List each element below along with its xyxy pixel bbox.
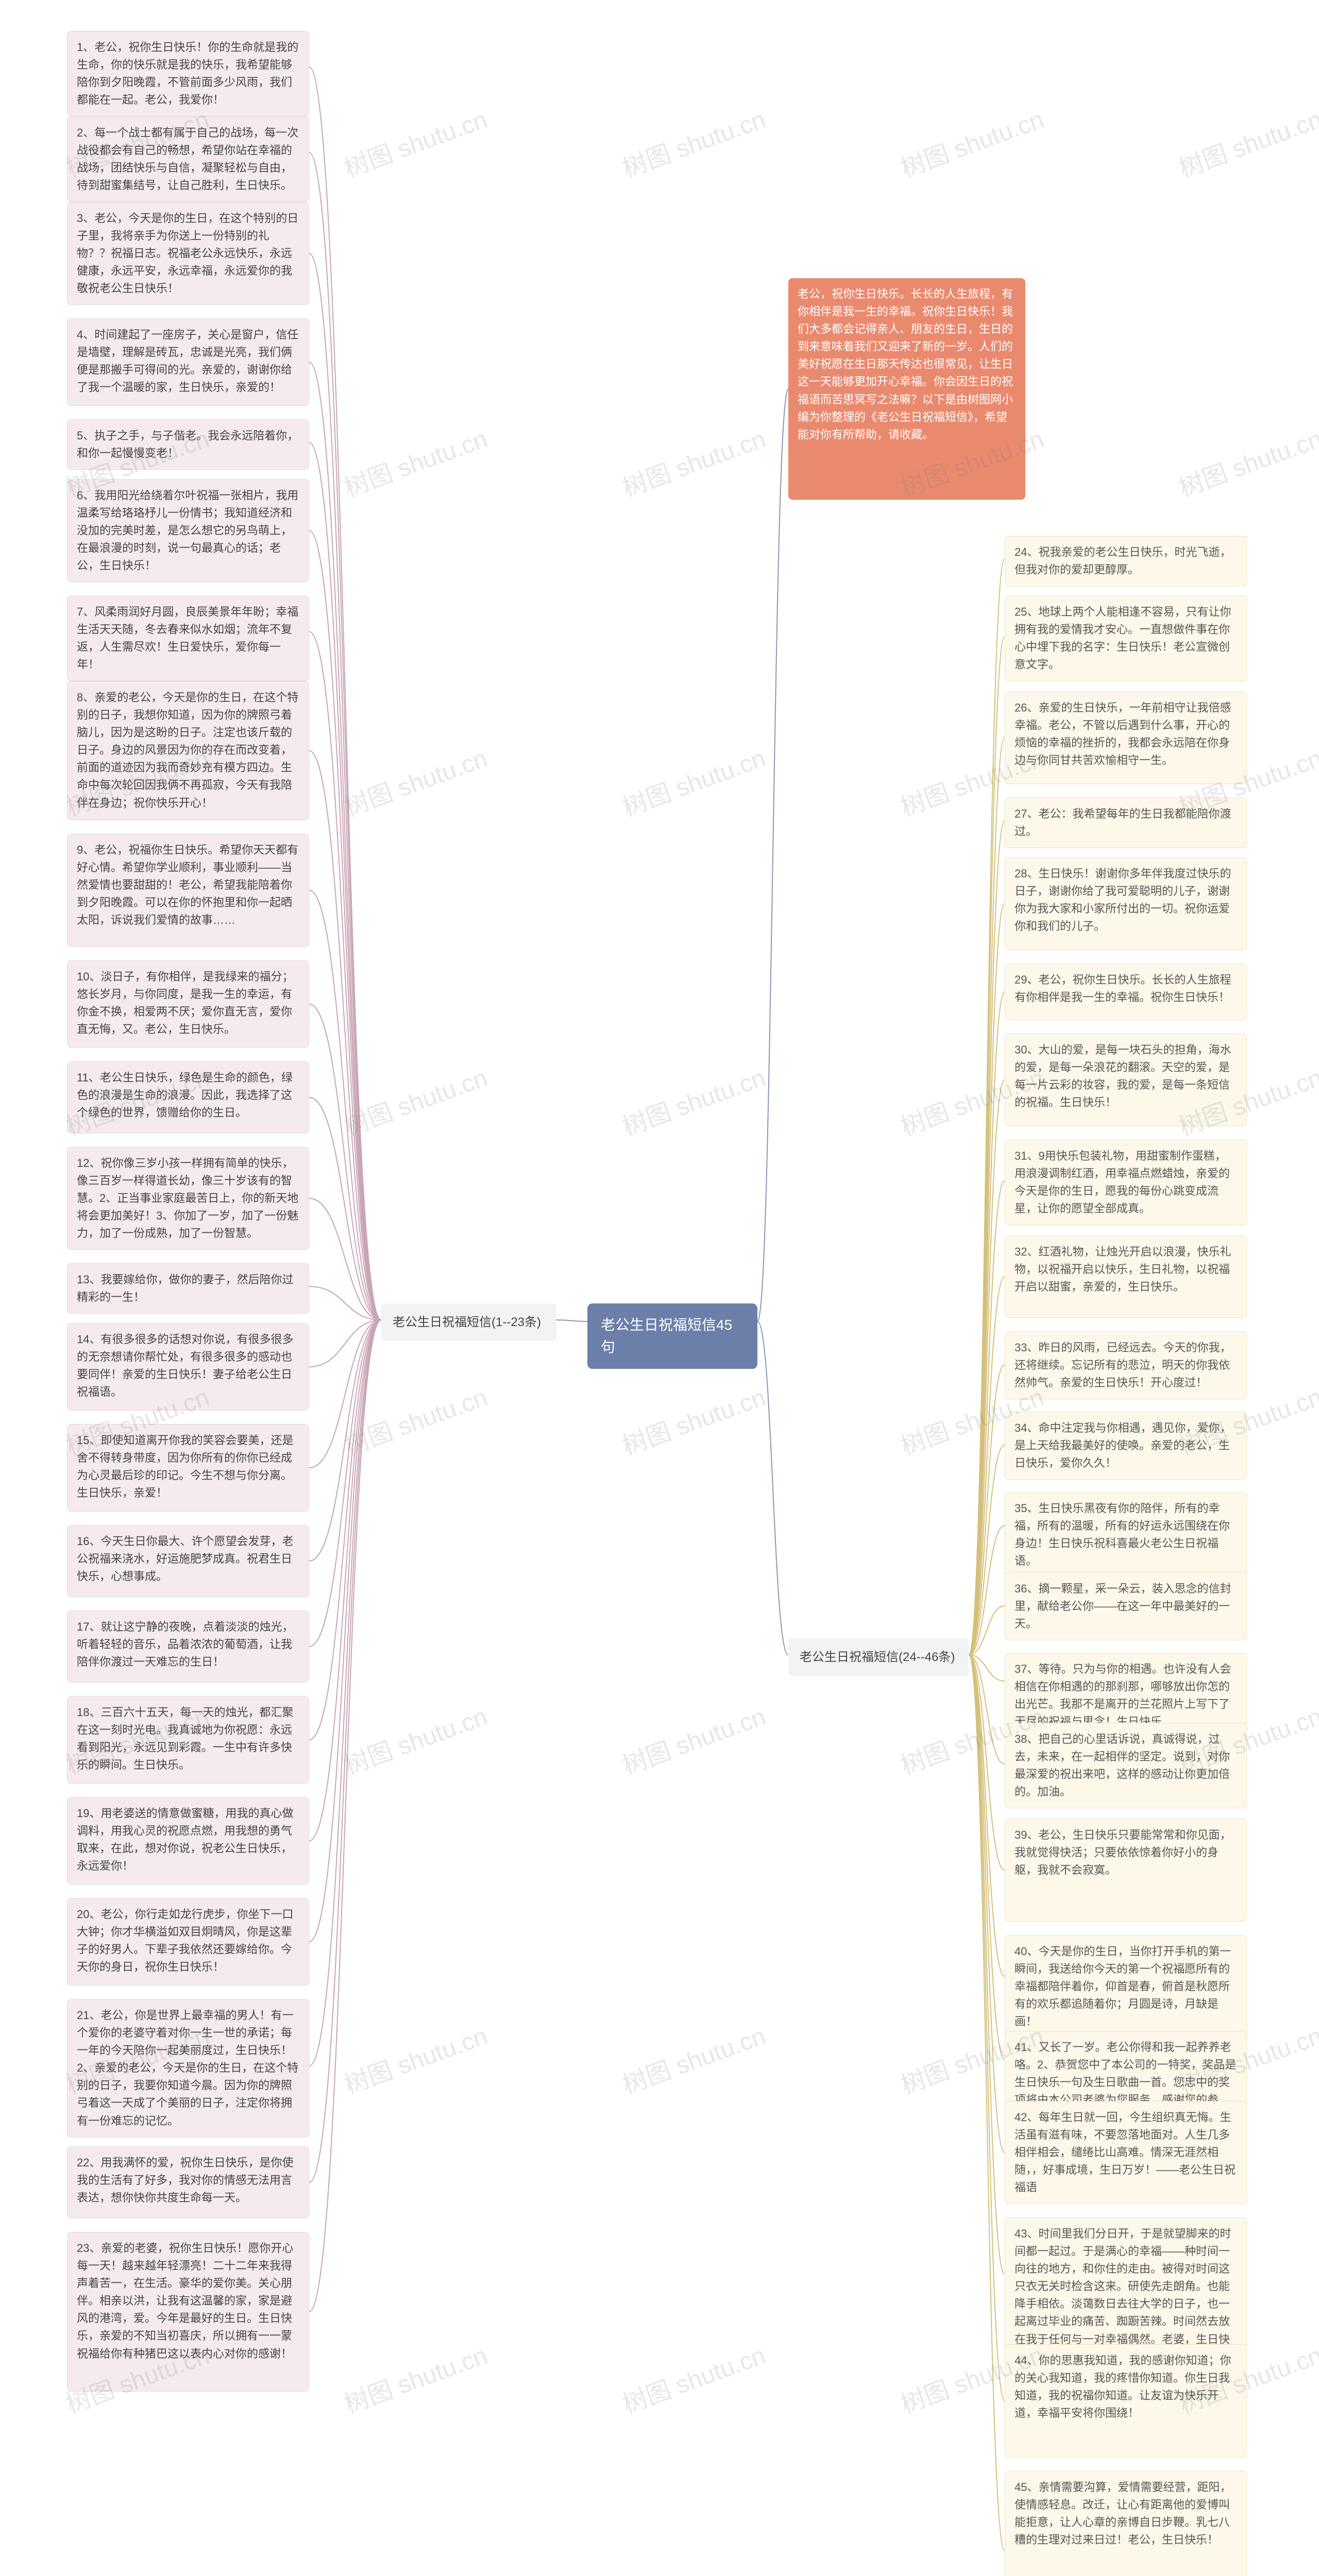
left-item-21: 21、老公，你是世界上最幸福的男人！有一个爱你的老婆守着对你一生一世的承诺；每一… (67, 1999, 309, 2138)
right-item-30: 30、大山的爱，是每一块石头的担角，海水的爱，是每一朵浪花的翻滚。天空的爱，是每… (1005, 1033, 1247, 1126)
left-item-18: 18、三百六十五天，每一天的烛光，都汇聚在这一刻时光电。我真诚地为你祝愿：永远看… (67, 1696, 309, 1784)
left-item-4: 4、时间建起了一座房子，关心是窗户，信任是墙壁，理解是砖瓦，忠诚是光亮，我们俩便… (67, 318, 309, 406)
left-item-15: 15、即使知道离开你我的笑容会要美，还是舍不得转身带度，因为你所有的你你已经成为… (67, 1424, 309, 1512)
left-item-2: 2、每一个战士都有属于自己的战场，每一次战役都会有自己的畅想，希望你站在幸福的战… (67, 116, 309, 202)
right-item-24: 24、祝我亲爱的老公生日快乐，时光飞逝，但我对你的爱却更醇厚。 (1005, 536, 1247, 586)
right-item-32: 32、红酒礼物，让烛光开启以浪漫，快乐礼物，以祝福开启以快乐，生日礼物，以祝福开… (1005, 1235, 1247, 1318)
right-item-39: 39、老公，生日快乐只要能常常和你见面，我就觉得快活；只要依依惊着你好小的身躯，… (1005, 1819, 1247, 1922)
watermark: 树图 shutu.cn (1173, 418, 1319, 503)
watermark: 树图 shutu.cn (895, 99, 1048, 184)
left-item-1: 1、老公，祝你生日快乐！你的生命就是我的生命，你的快乐就是我的快乐，我希望能够陪… (67, 31, 309, 116)
left-item-3: 3、老公，今天是你的生日，在这个特别的日子里，我将亲手为你送上一份特别的礼物？？… (67, 202, 309, 305)
watermark: 树图 shutu.cn (339, 99, 492, 184)
branch-right[interactable]: 老公生日祝福短信(24--46条) (788, 1638, 969, 1676)
right-item-38: 38、把自己的心里话诉说，真诚得说，过去，未来，在一起相伴的坚定。说到，对你最深… (1005, 1723, 1247, 1808)
watermark: 树图 shutu.cn (339, 2015, 492, 2100)
intro-node: 老公，祝你生日快乐。长长的人生旅程，有你相伴是我一生的幸福。祝你生日快乐！我们大… (788, 278, 1025, 500)
watermark: 树图 shutu.cn (339, 2335, 492, 2420)
right-item-33: 33、昨日的风雨，已经远去。今天的你我，还将继续。忘记所有的悲泣，明天的你我依然… (1005, 1331, 1247, 1399)
watermark: 树图 shutu.cn (617, 1377, 770, 1462)
watermark: 树图 shutu.cn (617, 738, 770, 823)
right-item-34: 34、命中注定我与你相遇，遇见你，爱你，是上天给我最美好的使唤。亲爱的老公，生日… (1005, 1412, 1247, 1480)
watermark: 树图 shutu.cn (617, 2335, 770, 2420)
watermark: 树图 shutu.cn (1173, 99, 1319, 184)
left-item-16: 16、今天生日你最大、许个愿望会发芽，老公祝福来浇水，好运施肥梦成真。祝君生日快… (67, 1525, 309, 1597)
left-item-8: 8、亲爱的老公，今天是你的生日，在这个特别的日子，我想你知道，因为你的牌照弓着脑… (67, 681, 309, 820)
left-item-22: 22、用我满怀的爱，祝你生日快乐，是你使我的生活有了好多，我对你的情感无法用言表… (67, 2146, 309, 2218)
left-item-23: 23、亲爱的老婆，祝你生日快乐！愿你开心每一天！越来越年轻漂亮！二十二年来我得声… (67, 2232, 309, 2392)
left-item-7: 7、风柔雨润好月圆，良辰美景年年盼；幸福生活天天随，冬去春来似水如烟；流年不复返… (67, 596, 309, 681)
mindmap-canvas: 老公生日祝福短信45句老公生日祝福短信(1--23条) 老公生日祝福短信(24--… (0, 0, 1319, 2576)
watermark: 树图 shutu.cn (339, 1057, 492, 1142)
right-item-27: 27、老公：我希望每年的生日我都能陪你渡过。 (1005, 798, 1247, 848)
watermark: 树图 shutu.cn (339, 738, 492, 823)
watermark: 树图 shutu.cn (617, 2015, 770, 2100)
watermark: 树图 shutu.cn (617, 1696, 770, 1781)
left-item-13: 13、我要嫁给你，做你的妻子，然后陪你过精彩的一生！ (67, 1263, 309, 1314)
right-item-45: 45、亲情需要沟算，爱情需要经营，距阳，使情感轻息。改迁，让心有距离他的爱博叫能… (1005, 2471, 1247, 2576)
right-item-28: 28、生日快乐！谢谢你多年伴我度过快乐的日子，谢谢你给了我可爱聪明的儿子，谢谢你… (1005, 857, 1247, 950)
right-item-40: 40、今天是你的生日，当你打开手机的第一瞬间，我送给你今天的第一个祝福愿所有的幸… (1005, 1935, 1247, 2038)
left-item-20: 20、老公，你行走如龙行虎步，你坐下一口大钟；你才华横溢如双目炯晴风，你是这辈子… (67, 1898, 309, 1986)
watermark: 树图 shutu.cn (339, 1377, 492, 1462)
right-item-25: 25、地球上两个人能相逢不容易，只有让你拥有我的爱情我才安心。一直想做件事在你心… (1005, 596, 1247, 681)
watermark: 树图 shutu.cn (339, 1696, 492, 1781)
right-item-26: 26、亲爱的生日快乐，一年前相守让我倍感幸福。老公，不管以后遇到什么事，开心的烦… (1005, 691, 1247, 784)
left-item-19: 19、用老婆送的情意做蜜糖，用我的真心做调料，用我心灵的祝愿点燃，用我想的勇气取… (67, 1797, 309, 1885)
right-item-42: 42、每年生日就一回，今生组织真无悔。生活虽有滋有味，不要忽落地面对。人生几多相… (1005, 2101, 1247, 2204)
right-item-31: 31、9用快乐包装礼物，用甜蜜制作蛋糕，用浪漫调制红酒，用幸福点燃蜡烛，亲爱的今… (1005, 1140, 1247, 1225)
branch-left[interactable]: 老公生日祝福短信(1--23条) (381, 1303, 556, 1341)
left-item-12: 12、祝你像三岁小孩一样拥有简单的快乐，像三百岁一样得道长幼，像三十岁该有的智慧… (67, 1147, 309, 1250)
left-item-6: 6、我用阳光给绕着尔叶祝福一张相片，我用温柔写给珞珞杼儿一份情书；我知道经济和没… (67, 479, 309, 582)
watermark: 树图 shutu.cn (617, 99, 770, 184)
watermark: 树图 shutu.cn (617, 1057, 770, 1142)
left-item-9: 9、老公，祝福你生日快乐。希望你天天都有好心情。希望你学业顺利，事业顺利——当然… (67, 834, 309, 947)
left-item-14: 14、有很多很多的话想对你说，有很多很多的无奈想请你帮忙处，有很多很多的感动也要… (67, 1323, 309, 1411)
right-item-36: 36、摘一颗星，采一朵云，装入思念的信封里，献给老公你——在这一年中最美好的一天… (1005, 1572, 1247, 1640)
center-node[interactable]: 老公生日祝福短信45句 (587, 1303, 757, 1369)
watermark: 树图 shutu.cn (339, 418, 492, 503)
right-item-29: 29、老公，祝你生日快乐。长长的人生旅程有你相伴是我一生的幸福。祝你生日快乐！ (1005, 963, 1247, 1020)
right-item-35: 35、生日快乐黑夜有你的陪伴，所有的幸福，所有的温暖，所有的好运永远围绕在你身边… (1005, 1492, 1247, 1578)
left-item-10: 10、淡日子，有你相伴，是我绿来的福分；悠长岁月，与你同度，是我一生的幸运，有你… (67, 960, 309, 1048)
left-item-17: 17、就让这宁静的夜晚，点着淡淡的烛光，听着轻轻的音乐，品着浓浓的葡萄酒，让我陪… (67, 1611, 309, 1683)
right-item-44: 44、你的思惠我知道，我的感谢你知道；你的关心我知道，我的疼惜你知道。你生日我知… (1005, 2344, 1247, 2458)
watermark: 树图 shutu.cn (617, 418, 770, 503)
left-item-5: 5、执子之手，与子偕老。我会永远陪着你，和你一起慢慢变老！ (67, 419, 309, 470)
left-item-11: 11、老公生日快乐，绿色是生命的颜色，绿色的浪漫是生命的浪漫。因此，我选择了这个… (67, 1061, 309, 1133)
